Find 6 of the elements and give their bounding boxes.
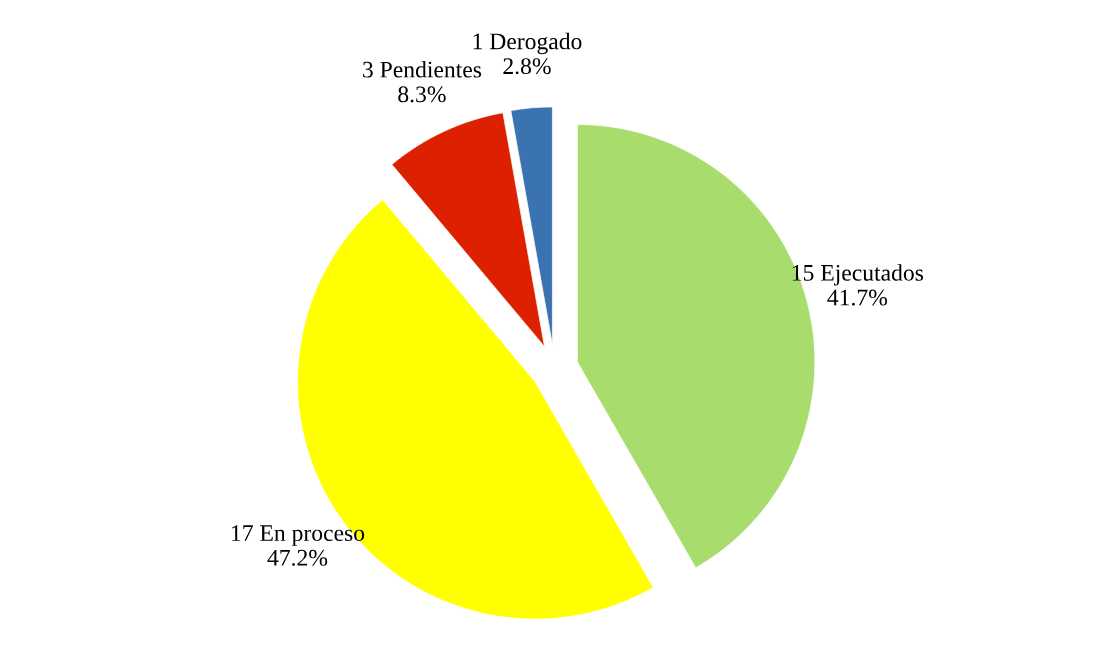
data-label: 47.2% xyxy=(267,549,328,566)
data-label: 41.7% xyxy=(827,289,888,306)
data-label: 8.3% xyxy=(398,86,446,103)
slice-label: 3 Pendientes xyxy=(363,60,482,78)
data-label: 2.8% xyxy=(503,58,551,75)
slice-label: 1 Derogado xyxy=(473,32,582,55)
